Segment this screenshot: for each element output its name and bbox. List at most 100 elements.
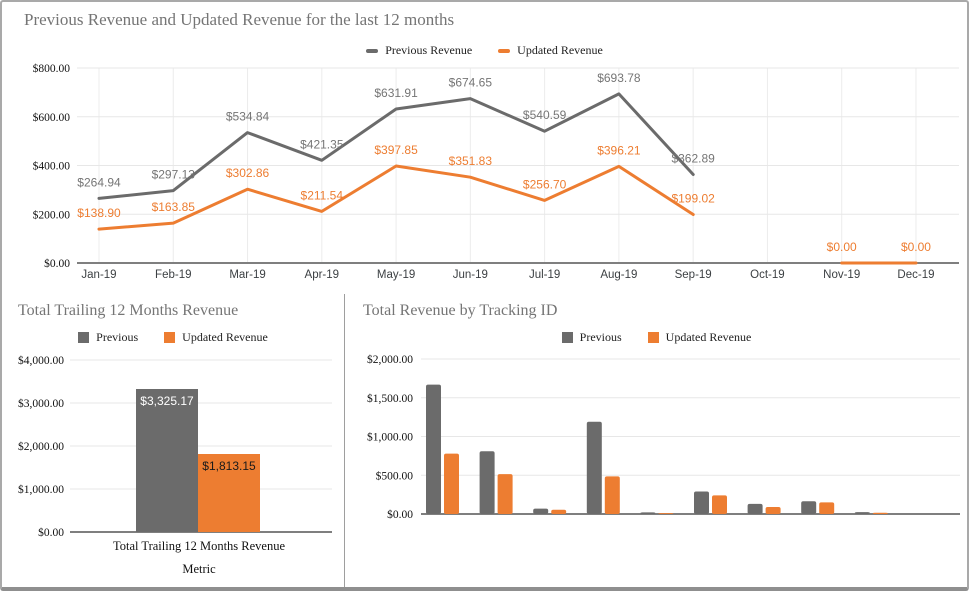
y-tick-label: $1,000.00 [18, 483, 64, 496]
data-label: $302.86 [226, 166, 270, 180]
bar [497, 474, 513, 514]
line-chart-legend: Previous Revenue Updated Revenue [2, 43, 967, 58]
data-label: $362.89 [671, 152, 715, 166]
x-axis-title: Metric [182, 562, 216, 576]
bar [712, 495, 727, 514]
previous-series-swatch [561, 332, 573, 343]
x-tick-label: Sep-19 [675, 269, 712, 281]
y-tick-label: $4,000.00 [18, 354, 64, 367]
bar [872, 512, 888, 514]
x-tick-label: Jun-19 [453, 269, 488, 281]
data-label: $540.59 [523, 108, 567, 122]
data-label: $0.00 [827, 240, 857, 254]
updated-series-swatch [498, 48, 511, 53]
x-tick-label: Mar-19 [229, 269, 265, 281]
bar [136, 389, 198, 532]
bar [198, 454, 260, 532]
line-chart-canvas[interactable]: $800.00 $600.00 $400.00 $200.00 $0.00 Jan-19 F… [2, 2, 967, 294]
legend-item-previous-revenue: Previous Revenue [366, 43, 472, 58]
y-tick-label: $2,000.00 [18, 440, 64, 453]
x-tick-label: Dec-19 [897, 269, 934, 281]
legend-label: Previous Revenue [385, 43, 473, 57]
y-tick-label: $500.00 [376, 469, 414, 482]
bar [694, 491, 709, 514]
y-tick-label: $400.00 [33, 160, 71, 173]
y-tick-label: $2,000.00 [367, 353, 413, 366]
bar [640, 512, 656, 514]
data-label: $421.35 [300, 137, 344, 151]
updated-series-swatch [164, 332, 176, 343]
bar [551, 509, 567, 514]
data-label: $199.02 [671, 191, 715, 205]
data-label: $396.21 [597, 143, 641, 157]
x-tick-label: Oct-19 [750, 269, 785, 281]
bar [819, 502, 835, 514]
x-tick-label: Aug-19 [600, 269, 637, 281]
y-tick-label: $1,500.00 [367, 392, 413, 405]
bar [747, 503, 763, 514]
y-tick-label: $0.00 [387, 508, 413, 521]
legend-label: Previous [579, 330, 622, 344]
y-tick-label: $3,000.00 [18, 397, 64, 410]
bar [533, 508, 549, 514]
series-line [97, 92, 695, 200]
data-label: $534.84 [226, 110, 270, 124]
bar [444, 453, 459, 514]
updated-series-swatch [647, 332, 659, 343]
y-tick-label: $600.00 [33, 111, 71, 124]
y-tick-label: $200.00 [33, 208, 71, 221]
bar [765, 507, 781, 514]
x-tick-label: Jan-19 [81, 269, 116, 281]
bar-value-label: $1,813.15 [202, 459, 256, 473]
tracking-id-title: Total Revenue by Tracking ID [363, 302, 558, 319]
data-label: $264.94 [77, 175, 121, 189]
bar [801, 501, 817, 514]
legend-item-updated-revenue: Updated Revenue [498, 43, 603, 58]
bar [854, 512, 870, 514]
data-label: $0.00 [901, 240, 931, 254]
y-tick-label: $1,000.00 [367, 431, 413, 444]
previous-series-swatch [366, 48, 379, 53]
tracking-id-chart-canvas[interactable]: $2,000.00 $1,500.00 $1,000.00 $500.00 $0.00 [345, 294, 968, 589]
legend-item-previous: Previous [561, 330, 622, 345]
legend-item-previous: Previous [78, 330, 138, 345]
tracking-id-legend: Previous Updated Revenue [345, 330, 967, 345]
legend-label: Previous [96, 330, 139, 344]
legend-label: Updated Revenue [665, 330, 752, 344]
x-tick-label: Jul-19 [529, 269, 560, 281]
legend-label: Updated Revenue [182, 330, 268, 344]
legend-item-updated-revenue: Updated Revenue [647, 330, 752, 345]
data-label: $211.54 [301, 188, 344, 202]
category-label: Total Trailing 12 Months Revenue [113, 539, 285, 553]
previous-series-swatch [78, 332, 90, 343]
bar [604, 476, 620, 514]
line-chart-title: Previous Revenue and Updated Revenue for… [24, 10, 455, 29]
data-label: $693.78 [597, 71, 641, 85]
data-label: $256.70 [523, 177, 567, 191]
series-line [97, 164, 918, 265]
x-tick-label: Apr-19 [305, 269, 340, 281]
line-chart-panel: Previous Revenue and Updated Revenue for… [2, 2, 967, 294]
data-label: $351.83 [449, 154, 493, 168]
y-tick-label: $0.00 [38, 526, 64, 539]
data-label: $163.85 [152, 200, 196, 214]
bar [586, 421, 602, 514]
trailing-revenue-chart-canvas[interactable]: $4,000.00 $3,000.00 $2,000.00 $1,000.00 $0.0… [2, 294, 344, 589]
x-tick-label: May-19 [377, 269, 415, 281]
x-tick-label: Nov-19 [823, 269, 860, 281]
bar-value-label: $3,325.17 [140, 394, 194, 408]
bar [658, 513, 674, 514]
y-tick-label: $0.00 [44, 257, 70, 270]
trailing-revenue-title: Total Trailing 12 Months Revenue [18, 302, 239, 319]
legend-label: Updated Revenue [517, 43, 603, 57]
trailing-revenue-bar-panel: Total Trailing 12 Months Revenue Previou… [2, 294, 344, 589]
data-label: $138.90 [77, 206, 121, 220]
data-label: $674.65 [449, 76, 493, 90]
data-label: $397.85 [374, 143, 418, 157]
data-label: $631.91 [374, 86, 418, 100]
y-tick-label: $800.00 [33, 62, 71, 75]
trailing-revenue-legend: Previous Updated Revenue [2, 330, 344, 345]
bar [426, 384, 441, 514]
data-label: $297.13 [152, 168, 196, 182]
